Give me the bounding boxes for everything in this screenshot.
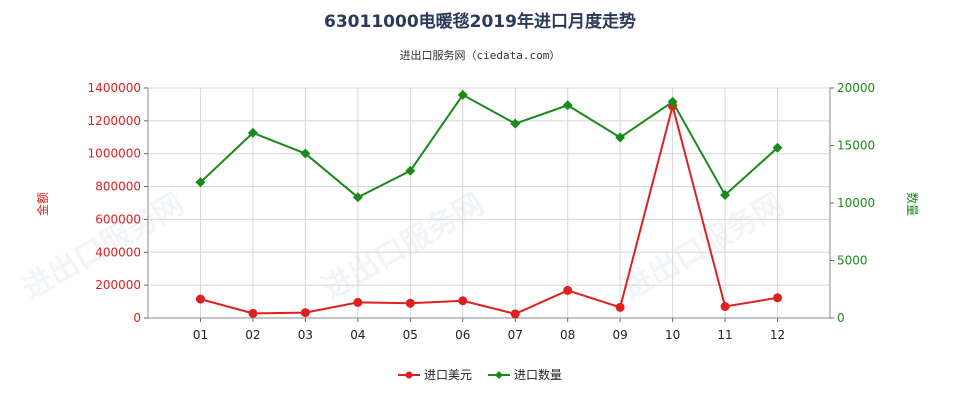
data-point-amount <box>248 308 258 318</box>
left-tick-label: 1200000 <box>88 114 141 128</box>
right-tick-label: 10000 <box>837 196 875 210</box>
legend-label-quantity: 进口数量 <box>514 367 562 382</box>
data-point-amount <box>300 308 310 318</box>
svg-text:进出口服务网: 进出口服务网 <box>617 187 790 307</box>
right-tick-label: 20000 <box>837 81 875 95</box>
x-tick-label: 01 <box>193 328 208 342</box>
right-tick-label: 5000 <box>837 254 868 268</box>
chart-subtitle: 进出口服务网（ciedata.com） <box>400 48 561 62</box>
x-tick-label: 10 <box>665 328 680 342</box>
data-point-quantity <box>562 100 573 111</box>
x-tick-label: 02 <box>245 328 260 342</box>
right-tick-label: 0 <box>837 311 845 325</box>
legend-marker-quantity <box>495 371 503 379</box>
data-point-quantity <box>457 89 468 100</box>
x-tick-label: 05 <box>403 328 418 342</box>
right-tick-label: 15000 <box>837 139 875 153</box>
data-point-amount <box>510 309 520 319</box>
data-point-quantity <box>352 192 363 203</box>
series-line-quantity <box>199 93 779 199</box>
data-point-quantity <box>405 165 416 176</box>
x-tick-label: 11 <box>717 328 732 342</box>
data-point-amount <box>195 294 205 304</box>
legend: 进口美元 进口数量 <box>398 367 562 382</box>
legend-marker-amount <box>405 371 413 379</box>
chart-title: 63011000电暖毯2019年进口月度走势 <box>324 11 636 32</box>
left-axis-title: 金额 <box>35 192 50 216</box>
data-point-quantity <box>615 132 626 143</box>
data-point-amount <box>353 297 363 307</box>
grid <box>148 87 830 318</box>
left-tick-label: 400000 <box>95 245 141 259</box>
legend-label-amount: 进口美元 <box>424 368 472 382</box>
data-point-amount <box>458 296 468 306</box>
data-point-quantity <box>772 142 783 153</box>
data-point-quantity <box>247 127 258 138</box>
series-layer <box>195 89 783 319</box>
x-tick-label: 03 <box>298 328 313 342</box>
axes: 0200000400000600000800000100000012000001… <box>88 81 876 342</box>
left-tick-label: 600000 <box>95 212 141 226</box>
x-tick-label: 04 <box>350 328 365 342</box>
left-tick-label: 1400000 <box>88 81 141 95</box>
data-point-quantity <box>510 118 521 129</box>
left-tick-label: 0 <box>133 311 141 325</box>
x-tick-label: 09 <box>613 328 628 342</box>
left-tick-label: 1000000 <box>88 147 141 161</box>
data-point-quantity <box>667 96 678 107</box>
data-point-amount <box>405 298 415 308</box>
data-point-quantity <box>720 189 731 200</box>
x-tick-label: 12 <box>770 328 785 342</box>
data-point-amount <box>615 302 625 312</box>
right-axis-title: 数量 <box>905 192 920 216</box>
left-tick-label: 800000 <box>95 180 141 194</box>
svg-text:进出口服务网: 进出口服务网 <box>317 187 490 307</box>
left-tick-label: 200000 <box>95 278 141 292</box>
data-point-quantity <box>300 148 311 159</box>
data-point-amount <box>563 285 573 295</box>
x-tick-label: 06 <box>455 328 470 342</box>
series-line-amount <box>200 102 778 315</box>
data-point-quantity <box>195 177 206 188</box>
x-tick-label: 08 <box>560 328 575 342</box>
data-point-amount <box>773 293 783 303</box>
data-point-amount <box>720 302 730 311</box>
x-tick-label: 07 <box>508 328 523 342</box>
